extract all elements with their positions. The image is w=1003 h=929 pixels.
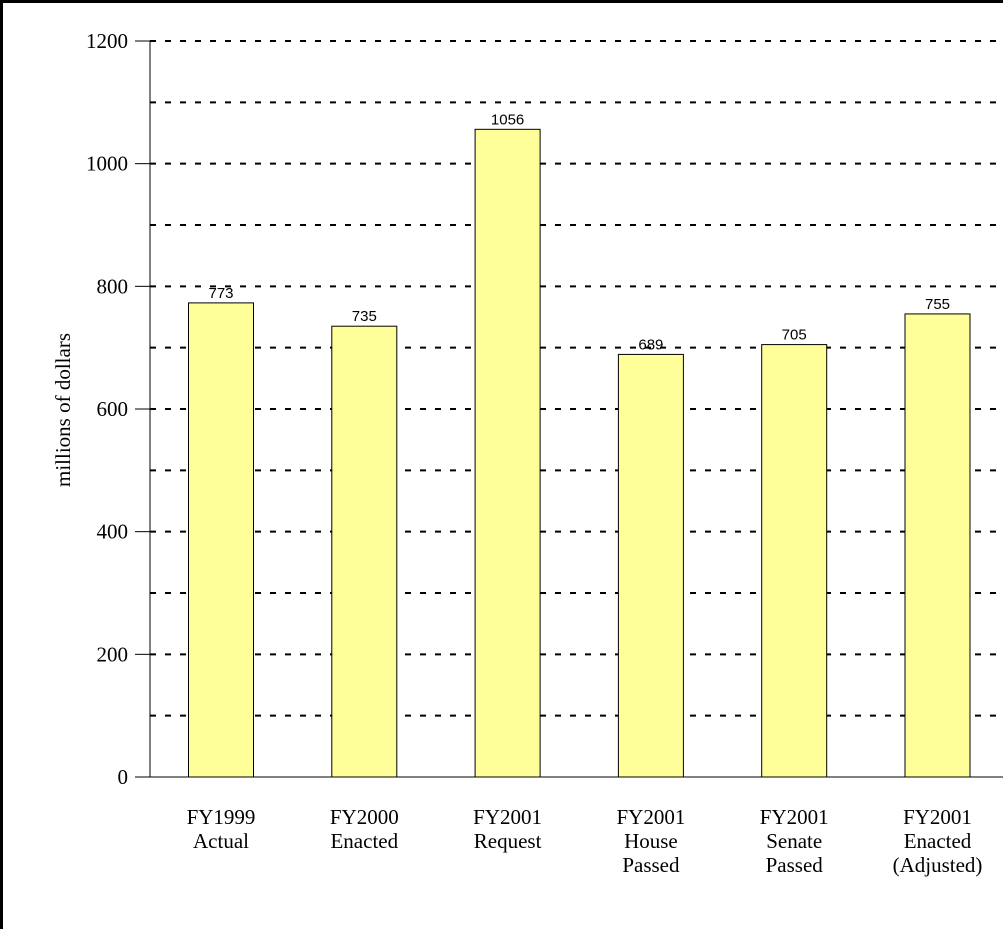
y-tick-label-200: 200 (97, 642, 129, 666)
bar-1 (331, 325, 398, 778)
category-label-0: FY1999 Actual (187, 805, 256, 853)
data-label-3: 689 (638, 336, 663, 353)
category-label-line: Passed (622, 853, 680, 877)
category-label-line: Senate (766, 829, 822, 853)
category-label-line: FY2001 (903, 805, 972, 829)
data-label-0: 773 (208, 285, 233, 302)
axes (135, 40, 1003, 778)
category-label-line: House (624, 829, 678, 853)
category-label-1: FY2000 Enacted (330, 805, 399, 853)
data-label-1: 735 (352, 308, 377, 325)
bar-4 (761, 344, 828, 778)
category-label-4: FY2001 Senate Passed (760, 805, 829, 877)
category-label-2: FY2001 Request (473, 805, 542, 853)
category-label-line: Enacted (330, 829, 398, 853)
category-label-line: FY2001 (473, 805, 542, 829)
category-label-line: (Adjusted) (893, 853, 983, 877)
category-label-line: Passed (766, 853, 824, 877)
category-label-line: FY2001 (760, 805, 829, 829)
category-label-line: FY2001 (616, 805, 685, 829)
bar-2 (474, 128, 541, 778)
y-tick-label-400: 400 (97, 520, 129, 544)
category-label-line: FY2000 (330, 805, 399, 829)
bar-5 (904, 313, 971, 778)
bar-3 (617, 353, 684, 778)
y-tick-label-800: 800 (97, 274, 129, 298)
category-label-3: FY2001 House Passed (616, 805, 685, 877)
data-label-2: 1056 (491, 111, 524, 128)
bars (188, 128, 971, 778)
category-label-5: FY2001 Enacted (Adjusted) (893, 805, 983, 877)
category-label-line: Enacted (904, 829, 972, 853)
y-tick-label-1000: 1000 (86, 152, 128, 176)
category-label-line: Request (474, 829, 542, 853)
data-label-4: 705 (782, 327, 807, 344)
grid-lines (150, 40, 1003, 717)
data-label-5: 755 (925, 296, 950, 313)
y-tick-label-600: 600 (97, 397, 129, 421)
y-tick-label-0: 0 (118, 765, 129, 789)
y-axis-label: millions of dollars (51, 333, 75, 487)
y-tick-label-1200: 1200 (86, 29, 128, 53)
bar-0 (188, 302, 254, 778)
category-label-line: FY1999 (187, 805, 256, 829)
category-label-line: Actual (193, 829, 249, 853)
